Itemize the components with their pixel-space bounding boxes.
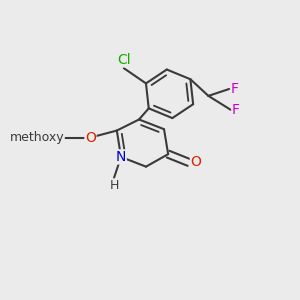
Text: O: O — [85, 130, 96, 145]
Text: O: O — [190, 155, 201, 170]
Text: Cl: Cl — [117, 53, 130, 67]
Text: F: F — [232, 103, 240, 117]
Text: H: H — [110, 179, 119, 192]
Text: methoxy: methoxy — [10, 131, 64, 144]
Text: F: F — [231, 82, 239, 96]
Text: N: N — [116, 150, 126, 164]
